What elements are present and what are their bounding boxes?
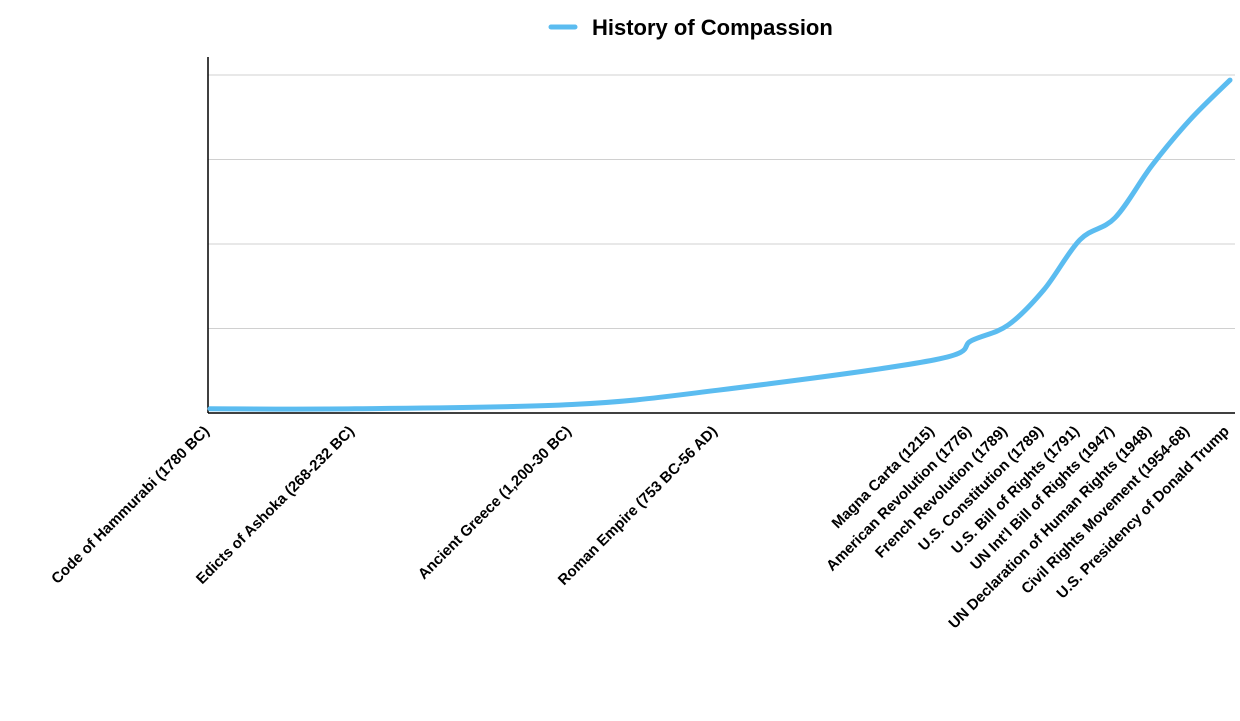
legend-label: History of Compassion [592, 15, 833, 40]
data-line [207, 77, 1233, 412]
x-tick-label: Edicts of Ashoka (268-232 BC) [193, 423, 358, 588]
x-tick-label: Roman Empire (753 BC-56 AD) [555, 423, 721, 589]
x-tick-label: Ancient Greece (1,200-30 BC) [415, 423, 575, 583]
x-tick-label: Code of Hammurabi (1780 BC) [48, 423, 213, 588]
x-tick-label: American Revolution (1776) [823, 423, 975, 575]
